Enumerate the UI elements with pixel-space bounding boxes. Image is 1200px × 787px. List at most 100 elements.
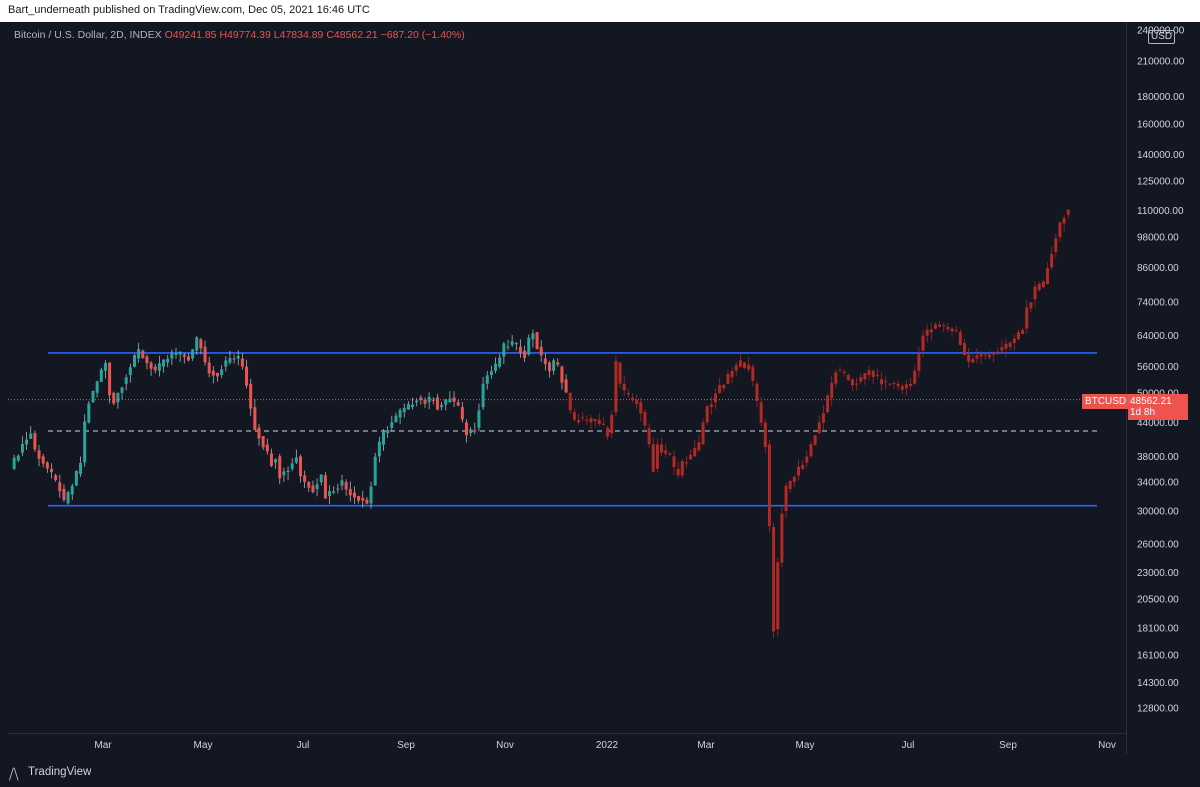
candle-body xyxy=(963,343,966,356)
candle-body xyxy=(1037,283,1041,290)
candle-body xyxy=(1054,238,1058,252)
candle-body xyxy=(647,428,651,445)
candle-body xyxy=(954,330,958,332)
candle-body xyxy=(788,481,792,489)
candle-body xyxy=(863,373,867,380)
candle-body xyxy=(269,453,273,466)
candle-body xyxy=(714,393,717,403)
candle-body xyxy=(41,456,45,464)
price-tick-label: 20500.00 xyxy=(1137,595,1179,606)
candle-body xyxy=(50,468,53,473)
candle-body xyxy=(477,410,481,428)
time-tick-label: Jul xyxy=(297,740,310,751)
candle-body xyxy=(299,456,302,477)
candle-body xyxy=(344,482,348,490)
candle-body xyxy=(435,397,439,410)
candle-body xyxy=(323,475,327,499)
candle-body xyxy=(639,402,643,414)
candle-body xyxy=(635,399,639,404)
candle-body xyxy=(805,456,809,463)
candle-body xyxy=(568,392,572,411)
candle-body xyxy=(427,396,431,403)
candle-body xyxy=(772,526,776,632)
candle-body xyxy=(776,562,780,630)
candle-body xyxy=(361,497,365,501)
candle-body xyxy=(643,412,647,426)
price-tick-label: 18100.00 xyxy=(1137,623,1179,634)
candle-body xyxy=(257,427,261,439)
currency-button[interactable]: USD xyxy=(1148,30,1176,44)
candle-body xyxy=(112,392,116,404)
candle-body xyxy=(199,339,203,349)
candle-body xyxy=(560,366,564,383)
candle-body xyxy=(1062,217,1066,224)
candle-body xyxy=(419,397,423,400)
candle-body xyxy=(909,383,913,387)
candle-body xyxy=(593,419,597,422)
candle-body xyxy=(133,355,136,367)
candle-body xyxy=(452,397,456,402)
candle-body xyxy=(929,329,933,333)
price-tick-label: 38000.00 xyxy=(1137,452,1179,463)
candle-body xyxy=(294,457,298,463)
time-tick-label: May xyxy=(796,740,815,751)
candle-body xyxy=(606,427,610,437)
candle-body xyxy=(697,442,701,451)
time-tick-label: May xyxy=(194,740,213,751)
candle-body xyxy=(253,407,257,430)
candle-body xyxy=(141,350,145,359)
candle-body xyxy=(12,457,16,469)
candle-body xyxy=(232,358,236,360)
candle-body xyxy=(1041,281,1045,288)
candle-body xyxy=(904,384,908,389)
candle-body xyxy=(249,383,253,409)
candle-body xyxy=(170,352,174,359)
candle-body xyxy=(99,369,103,382)
price-tick-label: 64000.00 xyxy=(1137,331,1179,342)
candle-body xyxy=(137,349,141,359)
candle-body xyxy=(597,419,601,424)
candle-body xyxy=(510,341,514,345)
price-tick-label: 16100.00 xyxy=(1137,650,1179,661)
price-tick-label: 26000.00 xyxy=(1137,540,1179,551)
candle-body xyxy=(469,429,473,434)
price-tick-label: 34000.00 xyxy=(1137,478,1179,489)
candle-body xyxy=(792,476,796,483)
candle-body xyxy=(992,353,996,355)
candle-body xyxy=(29,433,33,439)
candle-body xyxy=(676,468,680,476)
candle-body xyxy=(900,386,904,390)
candle-body xyxy=(610,415,614,434)
candle-body xyxy=(70,485,74,495)
time-tick-label: Nov xyxy=(496,740,514,751)
candle-body xyxy=(423,399,427,404)
brand-name[interactable]: TradingView xyxy=(28,766,92,778)
candle-body xyxy=(797,466,800,476)
candle-body xyxy=(153,366,157,371)
price-tick-label: 50000.00 xyxy=(1137,388,1179,399)
candle-body xyxy=(846,375,850,380)
candle-body xyxy=(303,475,307,482)
candle-body xyxy=(531,333,535,340)
price-tick-label: 14300.00 xyxy=(1137,678,1179,689)
candle-body xyxy=(1025,307,1029,329)
candle-body xyxy=(933,324,937,329)
candle-body xyxy=(850,379,854,386)
candle-body xyxy=(440,404,444,408)
candle-body xyxy=(1004,343,1008,349)
candle-body xyxy=(581,417,585,419)
candle-body xyxy=(564,379,568,393)
price-tick-label: 160000.00 xyxy=(1137,119,1185,130)
price-tick-label: 210000.00 xyxy=(1137,56,1185,67)
tradingview-logo-icon[interactable]: ⧸⧹ xyxy=(9,766,19,782)
candle-body xyxy=(543,358,547,365)
candle-body xyxy=(120,387,124,393)
candle-body xyxy=(730,371,734,378)
time-tick-label: 2022 xyxy=(596,740,619,751)
candle-body xyxy=(224,360,228,367)
candle-body xyxy=(245,366,249,386)
candle-body xyxy=(983,354,987,356)
candle-body xyxy=(1033,286,1037,300)
candle-body xyxy=(207,362,211,374)
candle-body xyxy=(589,418,593,423)
